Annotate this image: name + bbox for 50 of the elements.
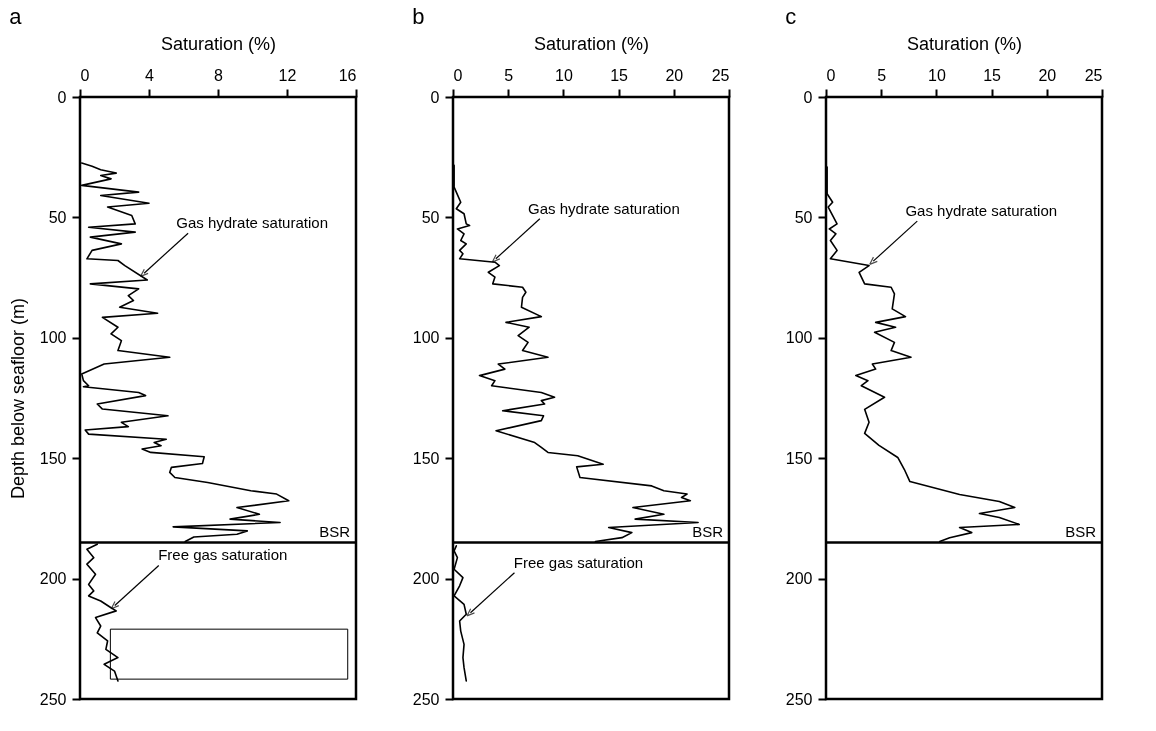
ref-line-label: BSR	[692, 523, 724, 541]
annotation: Gas hydrate saturation	[905, 202, 1058, 220]
y-tick-label: 150	[39, 449, 67, 467]
x-tick-label: 10	[928, 66, 946, 84]
y-tick-label: 100	[785, 329, 813, 347]
x-tick-label: 16	[338, 66, 357, 84]
y-tick-label: 150	[785, 449, 813, 467]
y-tick-label: 250	[785, 690, 813, 708]
y-tick-label: 200	[39, 570, 67, 588]
y-tick-label: 250	[412, 690, 440, 708]
y-tick-label: 100	[39, 329, 67, 347]
x-tick-label: 4	[145, 66, 155, 84]
x-axis-title: Saturation (%)	[906, 33, 1023, 54]
annotation: Free gas saturation	[158, 546, 288, 564]
y-tick-label: 200	[412, 570, 440, 588]
x-tick-label: 25	[711, 66, 730, 84]
y-tick-label: 50	[48, 208, 67, 226]
chart-title: c	[785, 4, 797, 29]
chart-title: a	[9, 4, 23, 29]
x-tick-label: 25	[1084, 66, 1103, 84]
ref-line-label: BSR	[1065, 523, 1097, 541]
chart-title: b	[412, 4, 425, 29]
y-tick-label: 150	[412, 449, 440, 467]
x-tick-label: 15	[610, 66, 629, 84]
x-tick-label: 10	[555, 66, 573, 84]
x-tick-label: 5	[877, 66, 887, 84]
y-tick-label: 100	[412, 329, 440, 347]
x-tick-label: 0	[80, 66, 90, 84]
y-tick-label: 250	[39, 690, 67, 708]
x-tick-label: 20	[665, 66, 684, 84]
y-tick-label: 50	[794, 208, 813, 226]
x-axis-title: Saturation (%)	[160, 33, 277, 54]
x-tick-label: 12	[278, 66, 297, 84]
x-tick-label: 15	[983, 66, 1002, 84]
y-tick-label: 200	[785, 570, 813, 588]
y-axis-title: Depth below seafloor (m)	[7, 297, 28, 500]
y-tick-label: 0	[57, 88, 67, 106]
x-axis-title: Saturation (%)	[533, 33, 650, 54]
annotation: Free gas saturation	[513, 553, 644, 571]
ref-line-label: BSR	[319, 523, 351, 541]
x-tick-label: 5	[504, 66, 514, 84]
x-tick-label: 8	[214, 66, 224, 84]
annotation: Gas hydrate saturation	[176, 214, 328, 232]
x-tick-label: 0	[826, 66, 836, 84]
annotation: Gas hydrate saturation	[527, 199, 680, 217]
y-tick-label: 0	[803, 88, 813, 106]
x-tick-label: 20	[1038, 66, 1057, 84]
x-tick-label: 0	[453, 66, 463, 84]
y-tick-label: 0	[430, 88, 440, 106]
y-tick-label: 50	[421, 208, 440, 226]
